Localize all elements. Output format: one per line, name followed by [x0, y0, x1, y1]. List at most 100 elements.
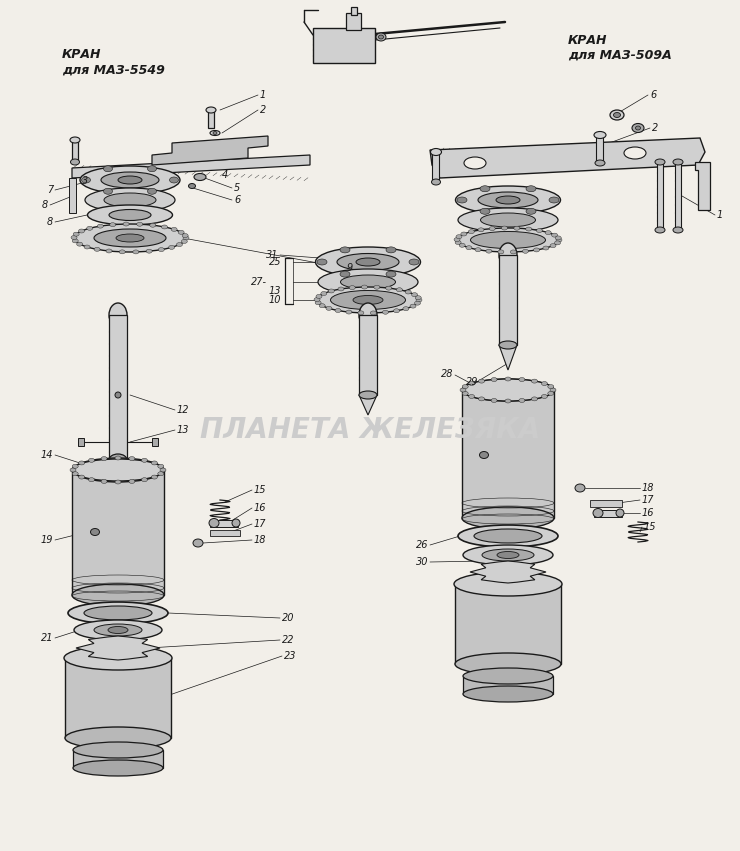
Text: 7: 7: [47, 185, 53, 195]
Ellipse shape: [370, 311, 377, 315]
Bar: [462, 390, 554, 518]
Ellipse shape: [340, 275, 395, 289]
Ellipse shape: [158, 471, 164, 476]
Ellipse shape: [397, 288, 403, 292]
Ellipse shape: [376, 33, 386, 41]
Text: 8: 8: [47, 217, 53, 227]
Bar: [65, 658, 171, 738]
Text: 10: 10: [269, 295, 281, 305]
Text: 2: 2: [652, 123, 659, 133]
Ellipse shape: [171, 227, 177, 231]
Ellipse shape: [555, 236, 561, 240]
Ellipse shape: [335, 309, 341, 312]
Ellipse shape: [147, 249, 152, 253]
Ellipse shape: [471, 231, 545, 248]
Ellipse shape: [462, 379, 554, 401]
Ellipse shape: [317, 259, 327, 265]
Ellipse shape: [73, 471, 78, 476]
Ellipse shape: [74, 620, 162, 640]
Bar: [675, 162, 681, 230]
Ellipse shape: [319, 304, 325, 308]
Ellipse shape: [326, 306, 332, 311]
Ellipse shape: [73, 232, 79, 236]
Ellipse shape: [463, 668, 553, 684]
Ellipse shape: [554, 241, 560, 245]
Text: 28: 28: [440, 369, 453, 379]
Ellipse shape: [464, 157, 486, 169]
Ellipse shape: [161, 225, 167, 229]
Ellipse shape: [525, 227, 532, 231]
Ellipse shape: [475, 248, 481, 252]
Text: 21: 21: [41, 633, 53, 643]
Ellipse shape: [550, 243, 556, 248]
Text: 15: 15: [644, 522, 656, 532]
Ellipse shape: [94, 229, 166, 247]
Ellipse shape: [80, 166, 180, 194]
Ellipse shape: [73, 760, 163, 776]
Ellipse shape: [496, 196, 520, 204]
Ellipse shape: [519, 378, 525, 381]
Ellipse shape: [455, 241, 461, 244]
Ellipse shape: [356, 258, 380, 266]
Ellipse shape: [595, 160, 605, 166]
Ellipse shape: [394, 309, 400, 313]
Ellipse shape: [314, 298, 320, 301]
Ellipse shape: [194, 174, 206, 180]
Ellipse shape: [71, 236, 77, 239]
Ellipse shape: [549, 197, 559, 203]
Text: КРАН: КРАН: [568, 33, 608, 47]
Ellipse shape: [104, 193, 156, 207]
Bar: [72, 470, 164, 595]
Ellipse shape: [359, 303, 377, 327]
Ellipse shape: [673, 227, 683, 233]
Bar: [208, 110, 214, 128]
Text: 4: 4: [222, 170, 228, 180]
Ellipse shape: [478, 192, 538, 208]
Text: 18: 18: [254, 535, 266, 545]
Bar: [210, 530, 240, 536]
Text: КРАН: КРАН: [62, 49, 101, 61]
Ellipse shape: [108, 626, 128, 633]
Ellipse shape: [531, 397, 537, 401]
Text: 17: 17: [642, 495, 654, 505]
Bar: [463, 676, 553, 694]
Ellipse shape: [491, 385, 525, 395]
Ellipse shape: [133, 250, 139, 254]
Ellipse shape: [346, 310, 352, 314]
Ellipse shape: [474, 529, 542, 543]
Polygon shape: [470, 561, 546, 583]
Ellipse shape: [78, 461, 84, 465]
Ellipse shape: [115, 480, 121, 484]
Ellipse shape: [458, 525, 558, 547]
Ellipse shape: [655, 159, 665, 165]
Ellipse shape: [189, 184, 195, 189]
Ellipse shape: [548, 391, 554, 396]
Ellipse shape: [575, 484, 585, 492]
Ellipse shape: [81, 177, 90, 183]
Ellipse shape: [594, 132, 606, 139]
Ellipse shape: [463, 686, 553, 702]
Ellipse shape: [359, 391, 377, 399]
Ellipse shape: [129, 479, 135, 483]
Bar: [109, 315, 127, 460]
Ellipse shape: [178, 231, 184, 234]
Ellipse shape: [90, 528, 99, 535]
Ellipse shape: [491, 398, 497, 403]
Ellipse shape: [489, 226, 495, 231]
Ellipse shape: [73, 239, 78, 243]
Ellipse shape: [459, 243, 465, 248]
Ellipse shape: [109, 209, 151, 220]
Ellipse shape: [386, 271, 396, 277]
Ellipse shape: [613, 112, 621, 117]
Ellipse shape: [353, 295, 383, 305]
Ellipse shape: [317, 287, 419, 313]
Text: 18: 18: [642, 483, 654, 493]
Ellipse shape: [551, 233, 558, 237]
Ellipse shape: [386, 247, 396, 253]
Ellipse shape: [315, 300, 321, 305]
Ellipse shape: [491, 378, 497, 381]
Ellipse shape: [461, 232, 467, 236]
Text: 27-: 27-: [251, 277, 267, 287]
Ellipse shape: [158, 248, 164, 252]
Ellipse shape: [158, 465, 164, 468]
